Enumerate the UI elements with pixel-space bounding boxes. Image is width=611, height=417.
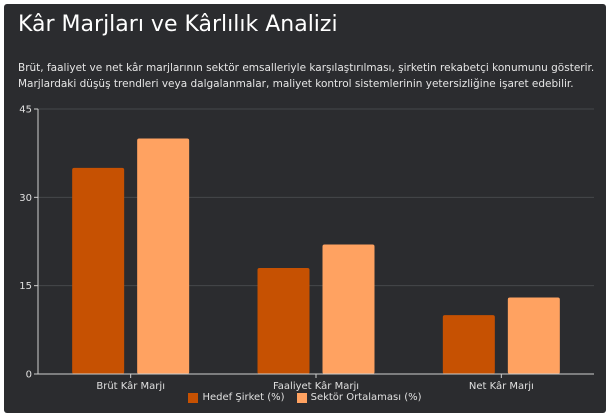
bar-target	[72, 167, 125, 374]
bars	[72, 138, 560, 374]
chart-card: Kâr Marjları ve Kârlılık Analizi Brüt, f…	[4, 4, 606, 413]
chart-subtitle: Brüt, faaliyet ve net kâr marjlarının se…	[18, 62, 595, 90]
legend-item-target[interactable]: Hedef Şirket (%)	[188, 392, 285, 404]
y-tick-label: 15	[19, 281, 32, 292]
y-tick-label: 30	[19, 193, 32, 204]
bar-sector	[507, 297, 560, 374]
x-tick-label: Brüt Kâr Marjı	[96, 380, 165, 392]
legend-label-target: Hedef Şirket (%)	[202, 392, 285, 403]
legend-swatch-target	[188, 393, 199, 403]
x-tick-label: Faaliyet Kâr Marjı	[273, 380, 359, 392]
legend: Hedef Şirket (%) Sektör Ortalaması (%)	[4, 392, 606, 404]
legend-label-sector: Sektör Ortalaması (%)	[310, 392, 422, 403]
chart-title: Kâr Marjları ve Kârlılık Analizi	[18, 12, 338, 37]
legend-item-sector[interactable]: Sektör Ortalaması (%)	[296, 392, 422, 404]
bar-sector	[137, 138, 190, 374]
axes: 0 15 30 45 Brüt Kâr Marjı Faaliyet Kâr Marjı N…	[19, 105, 594, 392]
bar-target	[442, 315, 495, 374]
y-tick-label: 45	[19, 105, 32, 116]
y-tick-label: 0	[26, 370, 32, 381]
bar-target	[257, 268, 310, 374]
legend-swatch-sector	[296, 393, 307, 403]
bar-chart: 0 15 30 45 Brüt Kâr Marjı Faaliyet Kâr Marjı N…	[19, 105, 594, 392]
bar-sector	[322, 244, 375, 374]
grid-lines	[38, 108, 594, 287]
x-tick-label: Net Kâr Marjı	[469, 380, 534, 392]
